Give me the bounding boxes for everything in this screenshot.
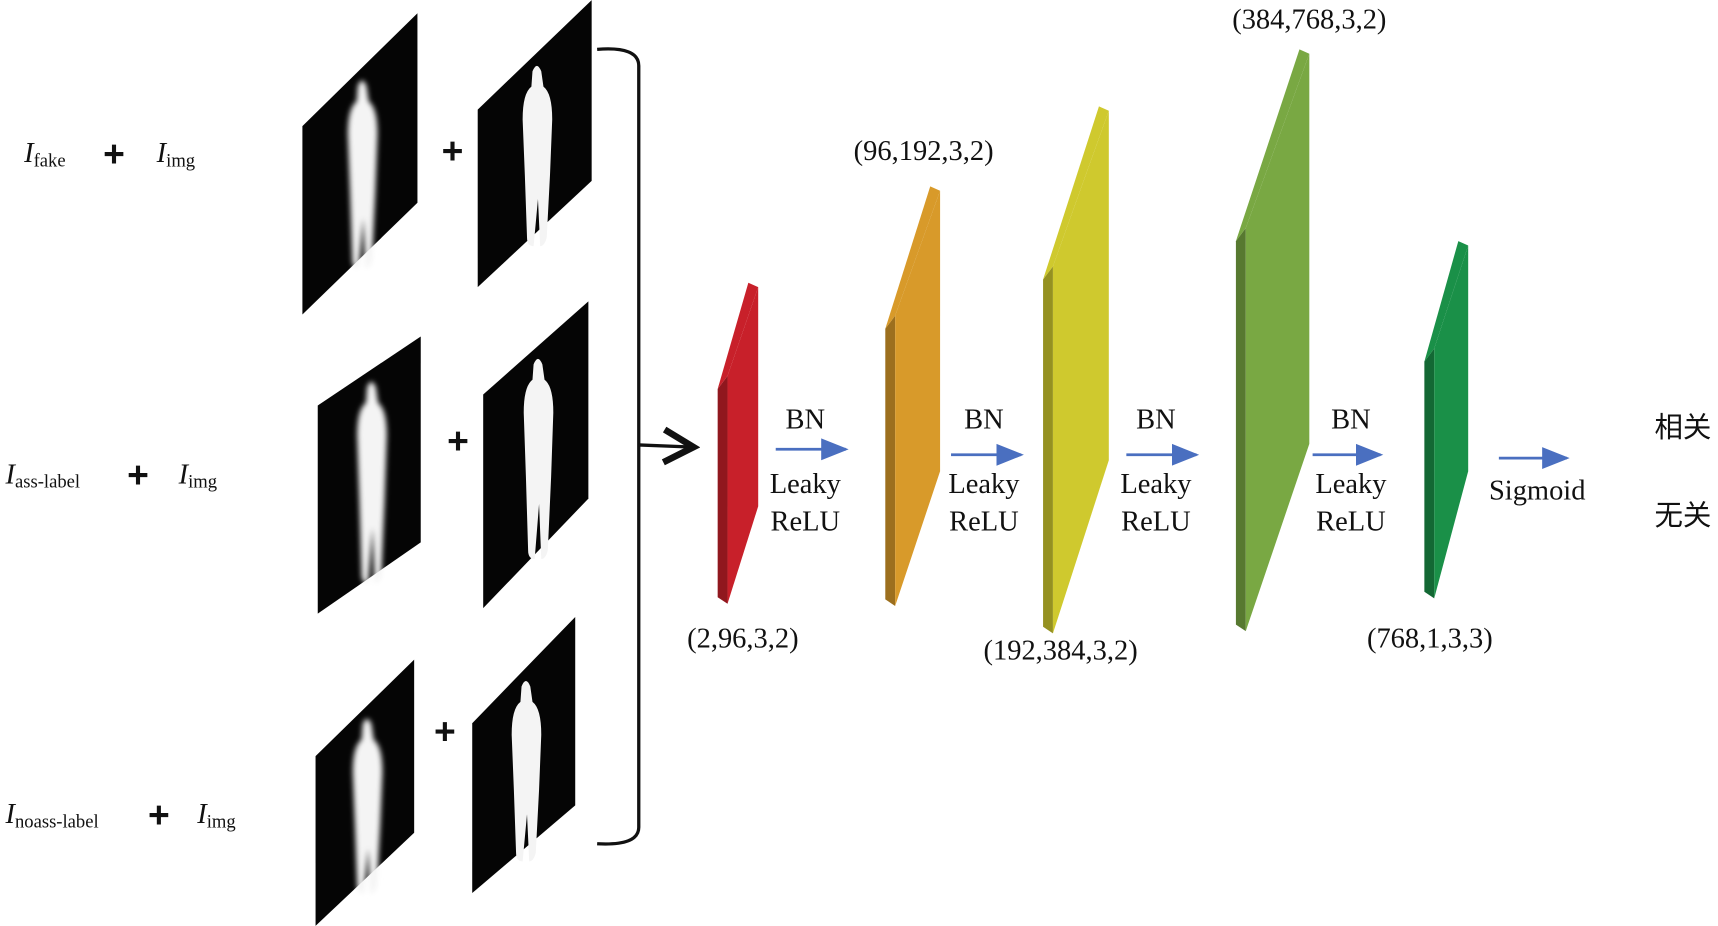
plus: + (434, 710, 456, 752)
input-label: Iimg (156, 138, 195, 171)
layer-shape: (96,192,3,2) (854, 136, 994, 167)
op-label: BN (1331, 404, 1371, 435)
layer-side (1424, 348, 1435, 599)
layer-shape: (2,96,3,2) (687, 624, 798, 655)
merge-arrow (638, 445, 694, 447)
op-label: ReLU (949, 506, 1019, 537)
layer (1245, 53, 1310, 632)
layer-shape: (768,1,3,3) (1367, 624, 1493, 655)
silhouette (357, 381, 387, 584)
layer-top (1424, 241, 1469, 362)
silhouette (522, 65, 553, 247)
layer-side (1043, 266, 1053, 634)
silhouette (523, 358, 554, 560)
plus: + (447, 420, 469, 462)
silhouette (511, 681, 542, 862)
symbol: I (4, 459, 16, 490)
plus: + (103, 133, 125, 175)
subscript: fake (34, 151, 66, 172)
subscript: img (188, 472, 217, 493)
layer (1052, 110, 1109, 634)
subscript: img (207, 811, 236, 832)
output-label: 无关 (1654, 500, 1711, 532)
plus: + (127, 454, 149, 496)
op-label: BN (1136, 404, 1176, 435)
symbol: I (4, 799, 16, 830)
silhouette (352, 718, 383, 894)
op-label: BN (786, 404, 826, 435)
input-label: Inoass-label (4, 799, 98, 832)
layer-side (885, 315, 896, 606)
layer (727, 287, 759, 604)
layer (895, 190, 941, 606)
op-label: ReLU (1121, 506, 1191, 537)
symbol: I (156, 138, 168, 169)
input-label: Iass-label (4, 459, 80, 492)
subscript: noass-label (15, 811, 99, 832)
bracket (597, 47, 641, 846)
op-label: Sigmoid (1489, 476, 1586, 507)
plus: + (442, 129, 464, 171)
op-label: Leaky (770, 469, 842, 500)
op-label: Leaky (948, 469, 1020, 500)
op-label: ReLU (1316, 506, 1386, 537)
symbol: I (178, 459, 190, 490)
layer-shape: (192,384,3,2) (984, 636, 1138, 667)
subscript: ass-label (15, 472, 80, 493)
layer-top (1235, 49, 1310, 242)
silhouette (347, 80, 378, 269)
layer-side (717, 375, 728, 604)
output-label: 相关 (1654, 412, 1711, 444)
symbol: I (196, 799, 208, 830)
input-label: Ifake (23, 138, 66, 171)
layer-side (1235, 227, 1246, 632)
layer-shape: (384,768,3,2) (1232, 5, 1386, 36)
input-label: Iimg (178, 459, 217, 492)
op-label: BN (964, 404, 1004, 435)
symbol: I (23, 138, 35, 169)
input-label: Iimg (196, 799, 235, 832)
layer (1434, 245, 1469, 599)
op-label: Leaky (1315, 469, 1387, 500)
subscript: img (166, 151, 195, 172)
layer-top (1043, 106, 1109, 280)
layer-top (717, 282, 759, 390)
layer-top (885, 186, 941, 329)
op-label: ReLU (771, 506, 841, 537)
op-label: Leaky (1120, 469, 1192, 500)
plus: + (148, 793, 170, 835)
